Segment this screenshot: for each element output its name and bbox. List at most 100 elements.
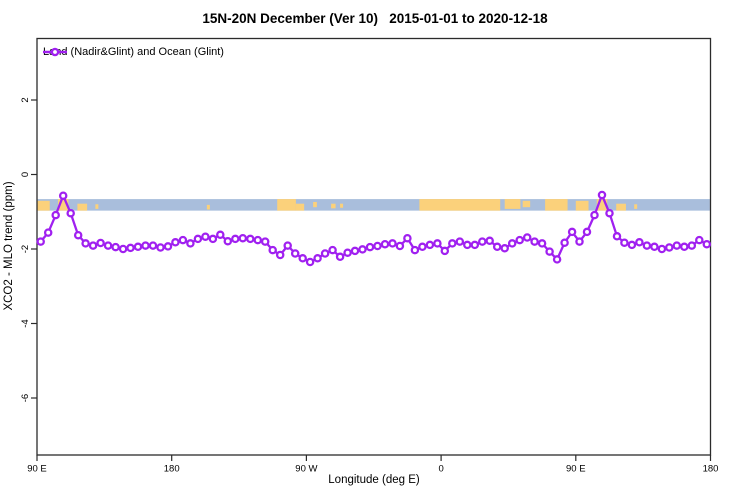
data-point-marker	[141, 241, 150, 250]
chart-title: 15N-20N December (Ver 10) 2015-01-01 to …	[202, 11, 548, 26]
map-band-land-segment	[277, 199, 296, 211]
x-tick-label: 90 E	[566, 464, 586, 475]
map-band-land-segment	[77, 203, 88, 211]
data-point-marker	[425, 240, 435, 250]
data-point-marker	[328, 245, 337, 255]
data-point-marker	[657, 244, 667, 254]
data-point-marker	[365, 242, 375, 252]
data-point-marker	[373, 241, 382, 251]
data-point-marker	[635, 238, 644, 247]
y-tick-label: -4	[20, 319, 31, 327]
data-point-marker	[290, 249, 300, 258]
data-point-marker	[590, 210, 599, 220]
data-point-marker	[485, 236, 494, 246]
data-point-marker	[530, 237, 539, 246]
map-band-land-segment	[295, 203, 305, 211]
data-point-marker	[350, 246, 360, 256]
data-point-marker	[268, 245, 277, 255]
data-point-marker	[470, 240, 480, 250]
y-tick-label: 2	[20, 97, 31, 102]
data-point-marker	[313, 254, 322, 263]
data-point-marker	[171, 238, 180, 247]
data-point-marker	[358, 245, 367, 254]
x-tick-label: 180	[703, 464, 719, 475]
x-tick-label: 90 E	[27, 464, 47, 475]
data-point-marker	[193, 234, 203, 244]
data-point-marker	[463, 240, 472, 250]
data-point-marker	[43, 228, 53, 237]
data-point-marker	[537, 239, 547, 248]
data-point-marker	[275, 250, 285, 260]
data-point-marker	[201, 232, 210, 241]
data-point-marker	[665, 243, 674, 252]
map-band-land-segment	[522, 200, 531, 208]
data-point-marker	[395, 241, 405, 251]
data-point-marker	[440, 246, 450, 256]
data-point-marker	[620, 238, 629, 247]
data-point-marker	[680, 242, 689, 252]
data-point-marker	[418, 242, 427, 252]
legend-label: Land (Nadir&Glint) and Ocean (Glint)	[43, 46, 224, 58]
data-point-marker	[702, 239, 712, 249]
map-band-land-segment	[57, 199, 69, 211]
data-point-marker	[612, 232, 622, 241]
map-band-land-segment	[206, 204, 210, 210]
y-tick-label: -6	[20, 394, 31, 402]
data-point-marker	[298, 254, 307, 263]
map-band-land-segment	[340, 203, 344, 208]
data-point-marker	[515, 235, 524, 245]
map-band-land-segment	[95, 204, 99, 209]
y-tick-label: 0	[20, 172, 31, 177]
map-band-ocean	[37, 199, 710, 211]
data-point-marker	[260, 237, 270, 246]
x-tick-label: 180	[164, 464, 180, 475]
data-point-marker	[118, 244, 128, 254]
x-tick-label: 90 W	[295, 464, 317, 475]
data-point-marker	[545, 247, 554, 256]
data-point-marker	[567, 227, 577, 237]
data-point-marker	[88, 241, 98, 250]
data-point-marker	[103, 241, 113, 250]
data-point-marker	[96, 238, 105, 248]
data-point-marker	[575, 237, 584, 246]
data-point-marker	[500, 244, 509, 253]
data-point-marker	[66, 208, 75, 218]
data-point-marker	[478, 237, 487, 246]
data-point-marker	[186, 239, 195, 248]
data-point-marker	[492, 242, 502, 252]
data-point-marker	[695, 235, 704, 245]
map-band-land-segment	[504, 199, 521, 209]
data-point-marker	[163, 242, 173, 251]
data-point-marker	[687, 241, 697, 250]
data-point-marker	[305, 257, 315, 267]
legend: Land (Nadir&Glint) and Ocean (Glint)	[43, 46, 224, 58]
legend-line-marker-icon	[43, 47, 67, 57]
data-point-marker	[448, 239, 457, 248]
x-axis-label: Longitude (deg E)	[328, 474, 420, 486]
map-band-land-segment	[634, 204, 638, 209]
map-band-land-segment	[331, 203, 336, 209]
data-point-marker	[627, 240, 637, 250]
data-point-marker	[380, 239, 390, 249]
data-point-marker	[597, 190, 607, 200]
data-point-marker	[560, 238, 569, 247]
data-point-marker	[433, 239, 442, 248]
data-point-marker	[178, 235, 188, 245]
data-point-marker	[223, 236, 233, 246]
data-point-marker	[605, 208, 614, 218]
data-point-marker	[320, 249, 330, 258]
data-point-marker	[507, 239, 517, 248]
data-point-marker	[642, 241, 652, 250]
data-point-marker	[283, 241, 292, 250]
data-point-marker	[343, 248, 352, 257]
data-point-marker	[133, 242, 143, 252]
data-point-marker	[410, 245, 420, 255]
data-point-marker	[403, 233, 412, 243]
data-point-marker	[522, 233, 532, 242]
x-tick-label: 0	[438, 464, 443, 475]
data-point-marker	[111, 242, 120, 252]
y-axis-label: XCO2 - MLO trend (ppm)	[3, 181, 15, 311]
y-tick-label: -2	[20, 245, 31, 253]
